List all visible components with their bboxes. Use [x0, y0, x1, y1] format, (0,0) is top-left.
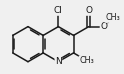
Text: N: N — [55, 57, 62, 66]
Text: Cl: Cl — [54, 6, 63, 15]
Text: CH₃: CH₃ — [105, 13, 120, 22]
Text: O: O — [85, 6, 92, 15]
Text: CH₃: CH₃ — [79, 56, 94, 65]
Text: O: O — [100, 22, 107, 31]
